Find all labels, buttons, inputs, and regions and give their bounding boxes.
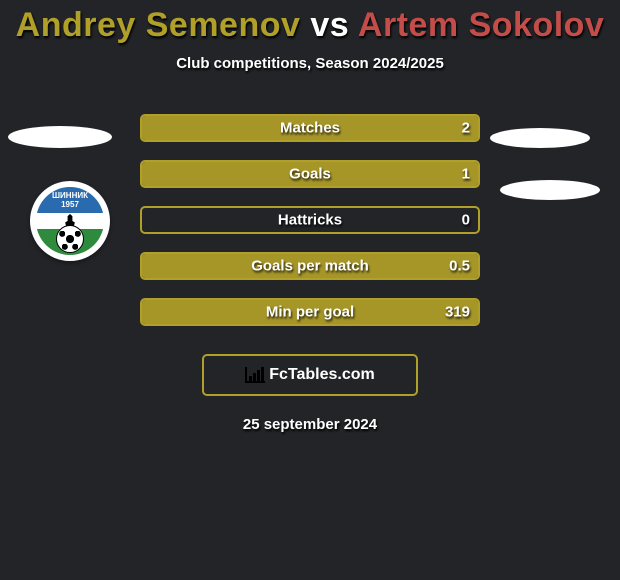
stats-bars: Matches 2 Goals 1 Hattricks 0 Goals per match 0… [140,114,480,326]
stat-label: Hattricks [278,212,342,229]
title-vs: vs [310,6,349,44]
stat-row: Goals 1 [140,160,480,188]
club-badge-year: 1957 [61,200,79,209]
title-player2: Artem Sokolov [358,6,604,44]
decor-ellipse-right-2 [500,180,600,200]
date-line: 25 september 2024 [0,416,620,433]
subtitle: Club competitions, Season 2024/2025 [0,55,620,72]
stat-value: 0 [462,212,470,229]
club-badge-inner: ШИННИК 1957 [36,187,104,255]
stat-value: 0.5 [449,258,470,275]
stat-value: 1 [462,166,470,183]
stat-label: Matches [280,120,340,137]
page-title: Andrey Semenov vs Artem Sokolov [0,6,620,45]
stat-row: Goals per match 0.5 [140,252,480,280]
soccer-ball-icon [56,225,84,253]
stat-label: Min per goal [266,304,354,321]
club-badge-name: ШИННИК [52,191,88,200]
decor-ellipse-right-1 [490,128,590,148]
stat-row: Min per goal 319 [140,298,480,326]
stat-label: Goals [289,166,331,183]
club-badge: ШИННИК 1957 [30,181,110,261]
title-player1: Andrey Semenov [16,6,301,44]
stat-row: Matches 2 [140,114,480,142]
stat-row: Hattricks 0 [140,206,480,234]
stat-label: Goals per match [251,258,369,275]
decor-ellipse-left [8,126,112,148]
chart-icon [245,367,265,383]
branding-box: FcTables.com [202,354,418,396]
branding-text: FcTables.com [269,366,375,384]
stat-value: 2 [462,120,470,137]
club-badge-top: ШИННИК 1957 [36,187,104,213]
stat-value: 319 [445,304,470,321]
